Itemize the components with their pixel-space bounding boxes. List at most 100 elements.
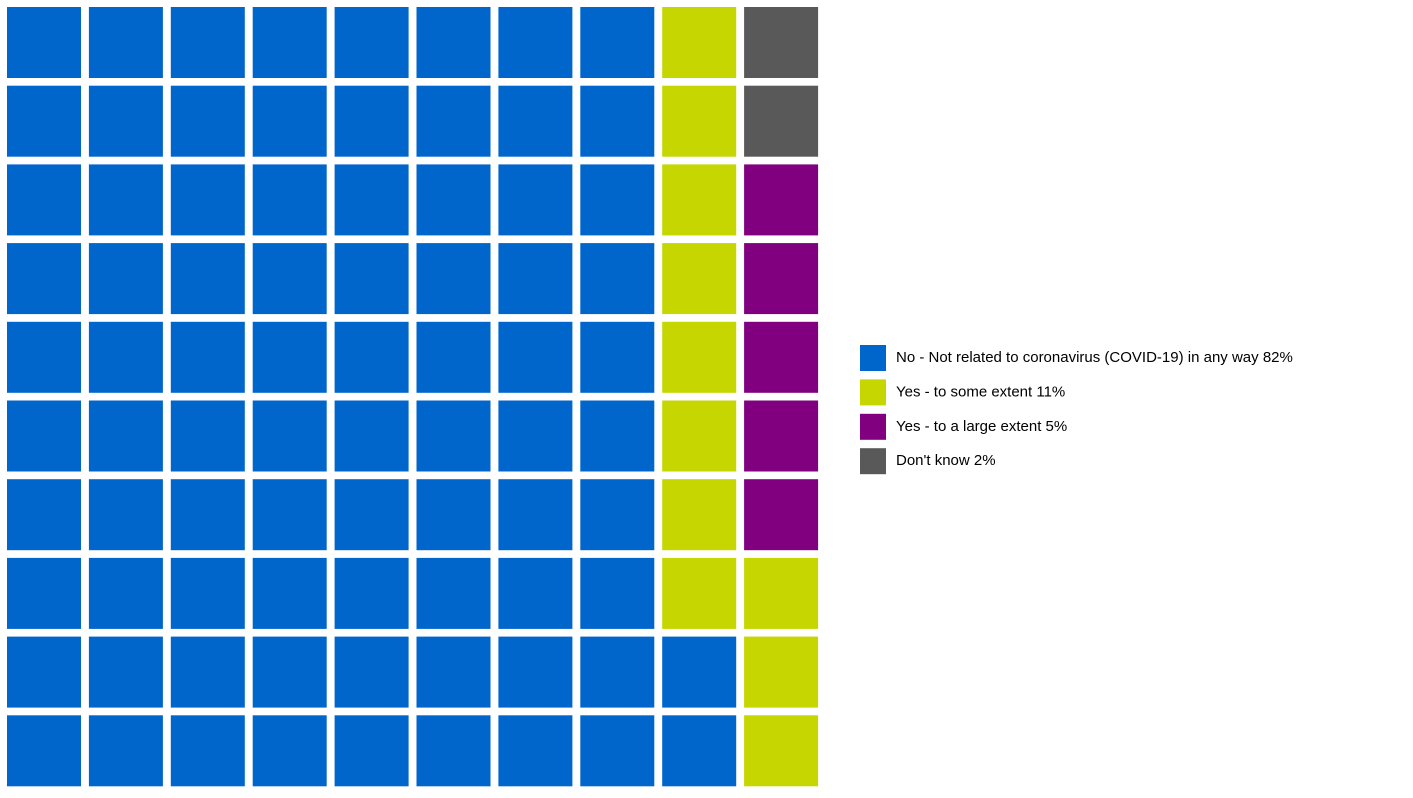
waffle-cell <box>334 243 409 315</box>
waffle-cell <box>88 715 163 787</box>
legend-label: Yes - to some extent 11% <box>896 383 1065 400</box>
waffle-cell <box>744 636 819 708</box>
waffle-cell <box>580 7 655 78</box>
waffle-cell <box>662 7 737 78</box>
waffle-cell <box>170 321 245 393</box>
waffle-cell <box>334 85 409 157</box>
legend-swatch <box>860 379 886 406</box>
waffle-cell <box>170 636 245 708</box>
waffle-cell <box>416 7 491 78</box>
waffle-cell <box>662 85 737 157</box>
waffle-cell <box>580 479 655 551</box>
waffle-cell <box>498 85 573 157</box>
waffle-cell <box>170 557 245 629</box>
waffle-cell <box>416 400 491 472</box>
waffle-cell <box>662 243 737 315</box>
waffle-cell <box>252 400 327 472</box>
waffle-cell <box>170 164 245 236</box>
waffle-cell <box>88 479 163 551</box>
waffle-cell <box>88 400 163 472</box>
waffle-cell <box>334 636 409 708</box>
waffle-cell <box>7 479 81 551</box>
waffle-cell <box>498 7 573 78</box>
waffle-cell <box>252 636 327 708</box>
waffle-cell <box>662 479 737 551</box>
waffle-cell <box>88 164 163 236</box>
waffle-cell <box>334 400 409 472</box>
waffle-cell <box>662 715 737 787</box>
legend-swatch <box>860 345 886 371</box>
waffle-cell <box>744 243 819 315</box>
waffle-cell <box>88 7 163 78</box>
waffle-cell <box>744 479 819 551</box>
waffle-cell <box>416 479 491 551</box>
waffle-cell <box>498 715 573 787</box>
legend-name: No - Not related to coronavirus (COVID-1… <box>896 349 1259 366</box>
waffle-cell <box>498 479 573 551</box>
waffle-cell <box>7 636 81 708</box>
waffle-cell <box>662 400 737 472</box>
waffle-cell <box>580 715 655 787</box>
waffle-cell <box>662 557 737 629</box>
waffle-cell <box>252 557 327 629</box>
waffle-cell <box>7 85 81 157</box>
waffle-cell <box>498 557 573 629</box>
waffle-cell <box>498 400 573 472</box>
legend-value: 11% <box>1036 383 1065 400</box>
legend-value: 2% <box>974 452 996 469</box>
waffle-cell <box>744 321 819 393</box>
waffle-cell <box>416 321 491 393</box>
waffle-cell <box>7 7 81 78</box>
waffle-cell <box>580 243 655 315</box>
waffle-cell <box>580 557 655 629</box>
waffle-cell <box>252 243 327 315</box>
waffle-cell <box>416 557 491 629</box>
waffle-cell <box>498 321 573 393</box>
legend-name: Yes - to some extent <box>896 383 1033 400</box>
waffle-cell <box>662 321 737 393</box>
waffle-cell <box>252 85 327 157</box>
waffle-cell <box>170 479 245 551</box>
waffle-cell <box>580 636 655 708</box>
legend-name: Yes - to a large extent <box>896 418 1042 435</box>
waffle-cell <box>88 636 163 708</box>
waffle-cell <box>170 400 245 472</box>
waffle-cell <box>580 400 655 472</box>
waffle-cell <box>7 243 81 315</box>
waffle-cell <box>416 243 491 315</box>
waffle-cell <box>88 243 163 315</box>
waffle-cell <box>252 321 327 393</box>
waffle-cell <box>334 7 409 78</box>
waffle-cell <box>7 164 81 236</box>
waffle-cell <box>334 164 409 236</box>
waffle-cell <box>662 164 737 236</box>
waffle-cell <box>170 7 245 78</box>
waffle-cell <box>88 85 163 157</box>
waffle-cell <box>580 85 655 157</box>
waffle-cell <box>334 479 409 551</box>
waffle-cell <box>334 557 409 629</box>
waffle-cell <box>744 7 819 78</box>
waffle-cell <box>580 321 655 393</box>
waffle-cell <box>252 164 327 236</box>
waffle-cell <box>580 164 655 236</box>
legend-value: 82% <box>1263 349 1293 366</box>
waffle-cell <box>744 400 819 472</box>
legend-swatch <box>860 413 886 440</box>
legend-swatch <box>860 448 886 475</box>
waffle-cell <box>7 715 81 787</box>
waffle-cell <box>498 636 573 708</box>
waffle-cell <box>170 243 245 315</box>
waffle-cell <box>744 164 819 236</box>
legend-name: Don't know <box>896 452 970 469</box>
waffle-cell <box>334 715 409 787</box>
legend-label: Don't know 2% <box>896 452 996 469</box>
waffle-cell <box>252 7 327 78</box>
waffle-cell <box>416 85 491 157</box>
waffle-cell <box>7 557 81 629</box>
waffle-cell <box>88 321 163 393</box>
waffle-cell <box>416 164 491 236</box>
waffle-cell <box>334 321 409 393</box>
waffle-cell <box>416 636 491 708</box>
